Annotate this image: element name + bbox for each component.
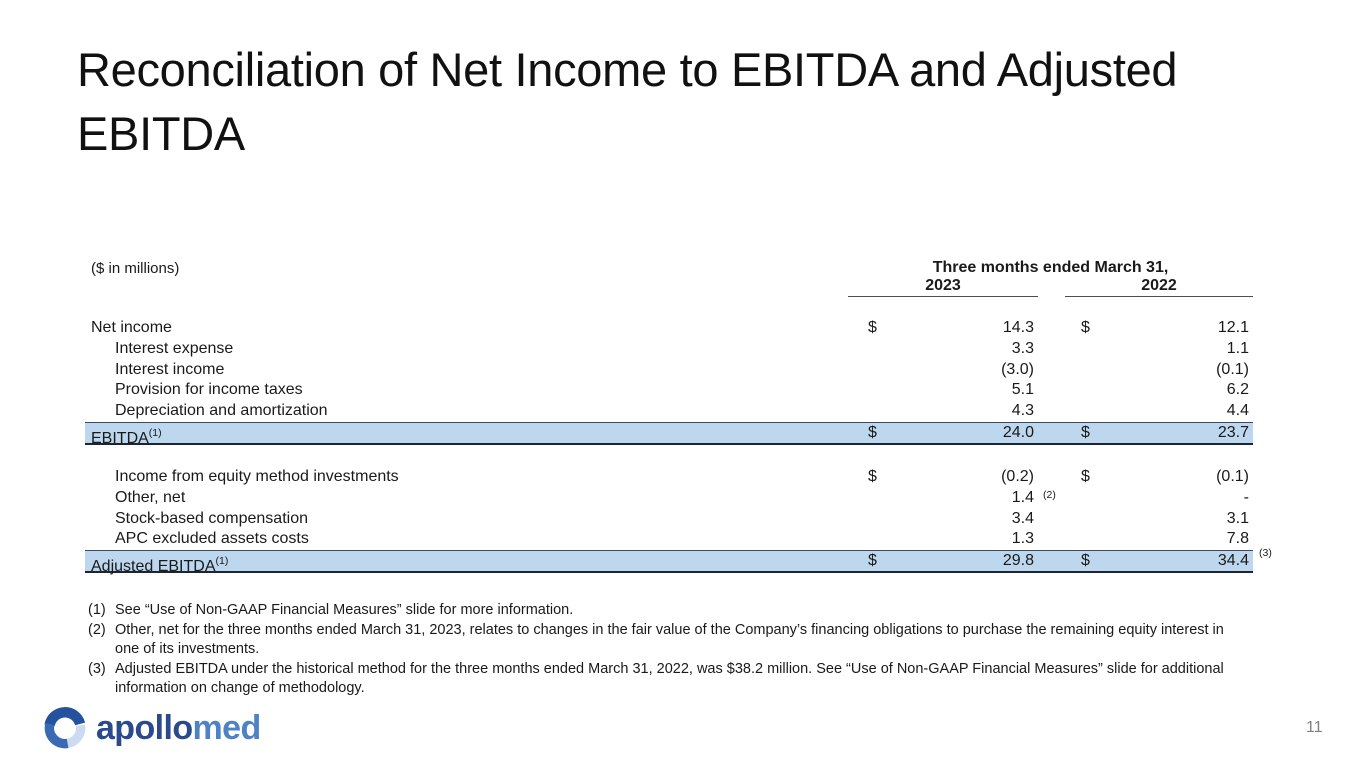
value-2023: 24.0 bbox=[1002, 423, 1034, 441]
row-label: Provision for income taxes bbox=[115, 381, 303, 399]
units-label: ($ in millions) bbox=[91, 260, 180, 277]
table-row-provision-income-taxes: Provision for income taxes 5.1 6.2 bbox=[85, 380, 1253, 401]
table-row-other-net: Other, net 1.4 - (2) bbox=[85, 488, 1253, 509]
dollar-sign: $ bbox=[1081, 467, 1090, 485]
footnotes: (1) See “Use of Non-GAAP Financial Measu… bbox=[88, 601, 1250, 699]
dollar-sign: $ bbox=[868, 552, 877, 570]
value-2023: 1.3 bbox=[1011, 530, 1034, 548]
page-number: 11 bbox=[1306, 719, 1323, 736]
table-row-adjusted-ebitda: Adjusted EBITDA(1) $ 29.8 $ 34.4 (3) bbox=[85, 547, 1272, 576]
table-row-apc-excluded-assets-costs: APC excluded assets costs 1.3 7.8 bbox=[85, 529, 1253, 550]
dollar-sign: $ bbox=[1081, 552, 1090, 570]
row-label: Income from equity method investments bbox=[115, 467, 399, 485]
value-2023: 4.3 bbox=[1011, 402, 1034, 420]
value-2023: 1.4 bbox=[1011, 488, 1034, 506]
apollomed-wordmark: apollomed bbox=[96, 711, 261, 745]
column-header-2023: 2023 bbox=[848, 277, 1038, 297]
row-label: Stock-based compensation bbox=[115, 509, 308, 527]
table-row-equity-method-investments: Income from equity method investments $ … bbox=[85, 467, 1253, 488]
apollomed-logo: apollomed bbox=[40, 703, 261, 753]
value-2022: (0.1) bbox=[1216, 360, 1249, 378]
footnote-ref-2: (2) bbox=[1043, 488, 1056, 501]
value-2023: (0.2) bbox=[1001, 467, 1034, 485]
dollar-sign: $ bbox=[1081, 319, 1090, 336]
row-label: Interest income bbox=[115, 360, 225, 378]
logo-text-apollo: apollo bbox=[96, 709, 193, 747]
table-row-depreciation-amortization: Depreciation and amortization 4.3 4.4 bbox=[85, 401, 1253, 422]
value-2022: - bbox=[1243, 488, 1249, 506]
table-year-header-row: 2023 2022 bbox=[85, 277, 1253, 297]
table-row-stock-based-compensation: Stock-based compensation 3.4 3.1 bbox=[85, 509, 1253, 530]
value-2022: (0.1) bbox=[1216, 467, 1249, 485]
footnote-3: (3) Adjusted EBITDA under the historical… bbox=[88, 660, 1250, 699]
row-label: Adjusted EBITDA bbox=[91, 558, 216, 576]
row-label: Depreciation and amortization bbox=[115, 402, 328, 420]
value-2022: 1.1 bbox=[1226, 339, 1249, 357]
period-header: Three months ended March 31, bbox=[932, 259, 1169, 276]
value-2023: 3.4 bbox=[1011, 509, 1034, 527]
table-header-row: ($ in millions) Three months ended March… bbox=[85, 256, 1253, 277]
value-2023: 14.3 bbox=[1002, 319, 1034, 336]
row-label: APC excluded assets costs bbox=[115, 530, 309, 548]
table-row-net-income: Net income $ 14.3 $ 12.1 bbox=[85, 318, 1253, 339]
value-2022: 6.2 bbox=[1226, 381, 1249, 399]
row-label: Net income bbox=[91, 319, 172, 336]
value-2023: (3.0) bbox=[1001, 360, 1034, 378]
footnote-marker: (3) bbox=[88, 660, 106, 677]
row-label: EBITDA bbox=[91, 429, 149, 447]
logo-text-med: med bbox=[192, 709, 262, 747]
footnote-text: See “Use of Non-GAAP Financial Measures”… bbox=[115, 602, 574, 618]
footnote-2: (2) Other, net for the three months ende… bbox=[88, 621, 1250, 660]
value-2022: 4.4 bbox=[1226, 402, 1249, 420]
table-row-interest-income: Interest income (3.0) (0.1) bbox=[85, 360, 1253, 381]
reconciliation-table: ($ in millions) Three months ended March… bbox=[85, 256, 1272, 576]
value-2022: 12.1 bbox=[1217, 319, 1249, 336]
value-2022: 7.8 bbox=[1226, 530, 1249, 548]
dollar-sign: $ bbox=[868, 319, 877, 336]
footnote-ref-1: (1) bbox=[148, 426, 162, 439]
value-2022: 23.7 bbox=[1217, 423, 1249, 441]
page-title: Reconciliation of Net Income to EBITDA a… bbox=[77, 43, 1178, 160]
footnote-text: Adjusted EBITDA under the historical met… bbox=[115, 660, 1224, 697]
dollar-sign: $ bbox=[1081, 423, 1090, 441]
value-2022: 3.1 bbox=[1226, 509, 1249, 527]
table-row-ebitda: EBITDA(1) $ 24.0 $ 23.7 bbox=[85, 421, 1253, 447]
value-2022: 34.4 bbox=[1217, 552, 1249, 570]
value-2023: 3.3 bbox=[1011, 339, 1034, 357]
footnote-marker: (1) bbox=[88, 602, 106, 618]
value-2023: 29.8 bbox=[1002, 552, 1034, 570]
footnote-text: Other, net for the three months ended Ma… bbox=[115, 621, 1224, 658]
row-label: Other, net bbox=[115, 488, 186, 506]
apollomed-swirl-icon bbox=[40, 703, 90, 753]
table-row-interest-expense: Interest expense 3.3 1.1 bbox=[85, 339, 1253, 360]
footnote-marker: (2) bbox=[88, 621, 106, 638]
dollar-sign: $ bbox=[868, 467, 877, 485]
footnote-ref-3: (3) bbox=[1259, 547, 1272, 560]
column-header-2022: 2022 bbox=[1065, 277, 1253, 297]
value-2023: 5.1 bbox=[1011, 381, 1034, 399]
dollar-sign: $ bbox=[868, 423, 877, 441]
row-label: Interest expense bbox=[115, 339, 234, 357]
footnote-ref-1: (1) bbox=[215, 555, 229, 568]
footnote-1: (1) See “Use of Non-GAAP Financial Measu… bbox=[88, 601, 1250, 621]
